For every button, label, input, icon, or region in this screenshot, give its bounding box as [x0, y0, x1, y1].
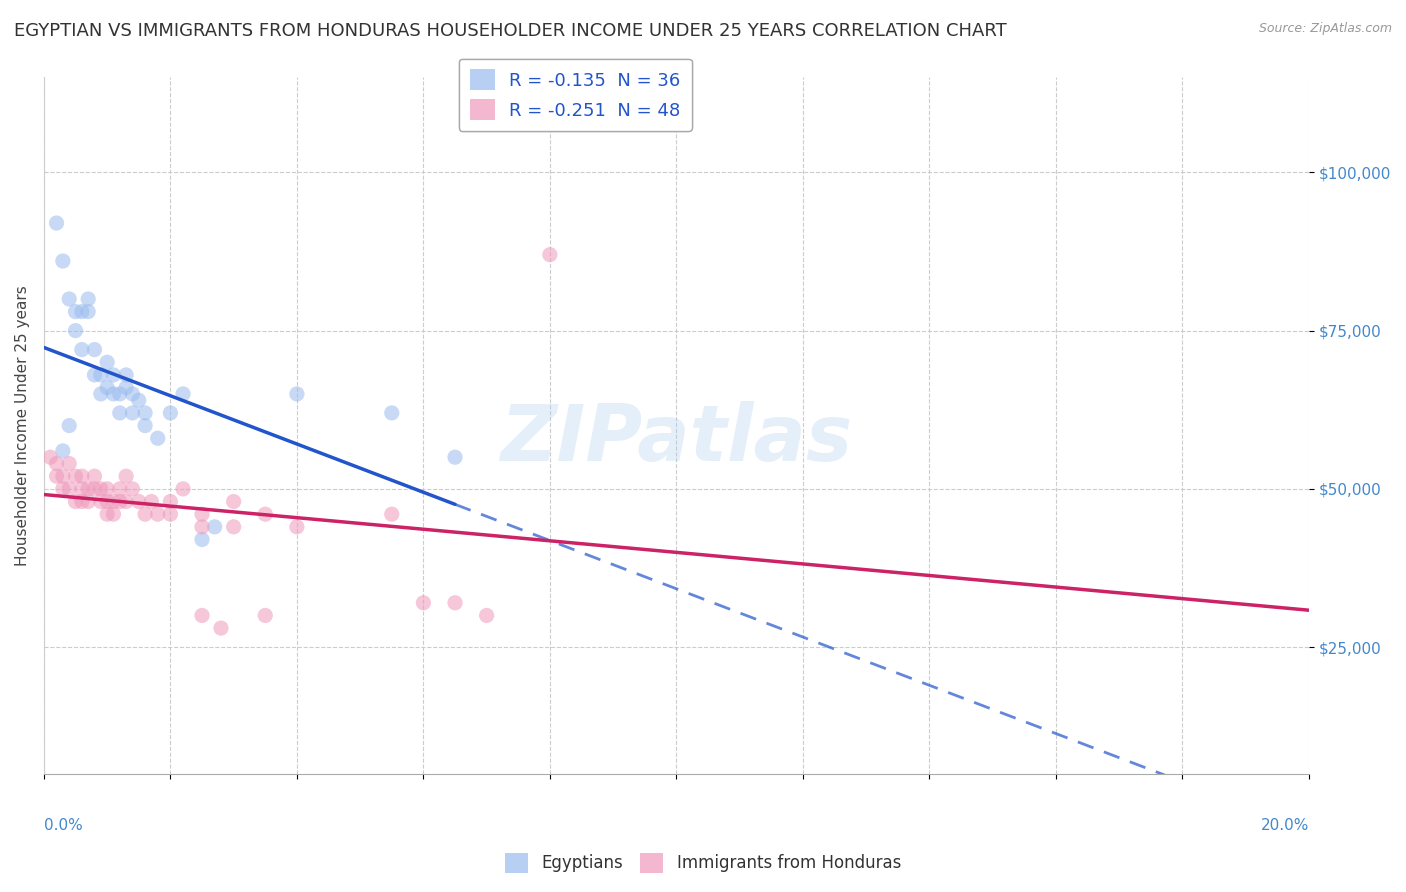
Text: 0.0%: 0.0%: [44, 818, 83, 833]
Point: [90, 368, 112, 382]
Point: [96, 507, 118, 521]
Point: [475, 608, 498, 623]
Point: [538, 248, 561, 262]
Point: [191, 520, 214, 534]
Point: [121, 406, 143, 420]
Point: [90, 494, 112, 508]
Point: [134, 418, 156, 433]
Point: [108, 406, 131, 420]
Point: [108, 482, 131, 496]
Point: [285, 387, 308, 401]
Point: [381, 406, 404, 420]
Point: [191, 533, 214, 547]
Point: [70, 304, 93, 318]
Legend: R = -0.135  N = 36, R = -0.251  N = 48: R = -0.135 N = 36, R = -0.251 N = 48: [458, 59, 692, 131]
Point: [108, 494, 131, 508]
Point: [77, 482, 100, 496]
Point: [90, 387, 112, 401]
Point: [65, 324, 87, 338]
Point: [96, 482, 118, 496]
Point: [103, 507, 125, 521]
Point: [77, 494, 100, 508]
Point: [444, 450, 467, 465]
Point: [254, 608, 277, 623]
Point: [141, 494, 163, 508]
Point: [191, 608, 214, 623]
Text: ZIPatlas: ZIPatlas: [501, 401, 852, 477]
Point: [83, 368, 105, 382]
Point: [254, 507, 277, 521]
Point: [65, 304, 87, 318]
Point: [52, 482, 75, 496]
Point: [172, 387, 194, 401]
Point: [96, 381, 118, 395]
Point: [172, 482, 194, 496]
Legend: Egyptians, Immigrants from Honduras: Egyptians, Immigrants from Honduras: [498, 847, 908, 880]
Point: [121, 482, 143, 496]
Point: [52, 469, 75, 483]
Point: [381, 507, 404, 521]
Point: [58, 457, 80, 471]
Point: [39, 450, 62, 465]
Point: [108, 387, 131, 401]
Point: [70, 482, 93, 496]
Point: [52, 254, 75, 268]
Point: [444, 596, 467, 610]
Point: [45, 216, 67, 230]
Point: [159, 507, 181, 521]
Point: [115, 368, 138, 382]
Point: [90, 482, 112, 496]
Point: [121, 387, 143, 401]
Point: [134, 507, 156, 521]
Point: [103, 494, 125, 508]
Point: [70, 469, 93, 483]
Point: [58, 482, 80, 496]
Point: [222, 494, 245, 508]
Point: [115, 381, 138, 395]
Point: [115, 469, 138, 483]
Point: [103, 368, 125, 382]
Point: [412, 596, 434, 610]
Point: [209, 621, 232, 635]
Text: EGYPTIAN VS IMMIGRANTS FROM HONDURAS HOUSEHOLDER INCOME UNDER 25 YEARS CORRELATI: EGYPTIAN VS IMMIGRANTS FROM HONDURAS HOU…: [14, 22, 1007, 40]
Point: [65, 494, 87, 508]
Point: [96, 355, 118, 369]
Point: [45, 469, 67, 483]
Point: [58, 418, 80, 433]
Point: [146, 431, 169, 445]
Point: [77, 304, 100, 318]
Point: [285, 520, 308, 534]
Text: 20.0%: 20.0%: [1261, 818, 1309, 833]
Point: [83, 343, 105, 357]
Point: [146, 507, 169, 521]
Point: [128, 393, 150, 408]
Point: [52, 443, 75, 458]
Point: [45, 457, 67, 471]
Point: [70, 494, 93, 508]
Point: [134, 406, 156, 420]
Point: [65, 469, 87, 483]
Point: [191, 507, 214, 521]
Point: [96, 494, 118, 508]
Point: [77, 292, 100, 306]
Point: [83, 469, 105, 483]
Y-axis label: Householder Income Under 25 years: Householder Income Under 25 years: [15, 285, 30, 566]
Point: [103, 387, 125, 401]
Point: [204, 520, 226, 534]
Point: [128, 494, 150, 508]
Point: [115, 494, 138, 508]
Point: [58, 292, 80, 306]
Point: [222, 520, 245, 534]
Point: [159, 494, 181, 508]
Point: [70, 343, 93, 357]
Text: Source: ZipAtlas.com: Source: ZipAtlas.com: [1258, 22, 1392, 36]
Point: [159, 406, 181, 420]
Point: [83, 482, 105, 496]
